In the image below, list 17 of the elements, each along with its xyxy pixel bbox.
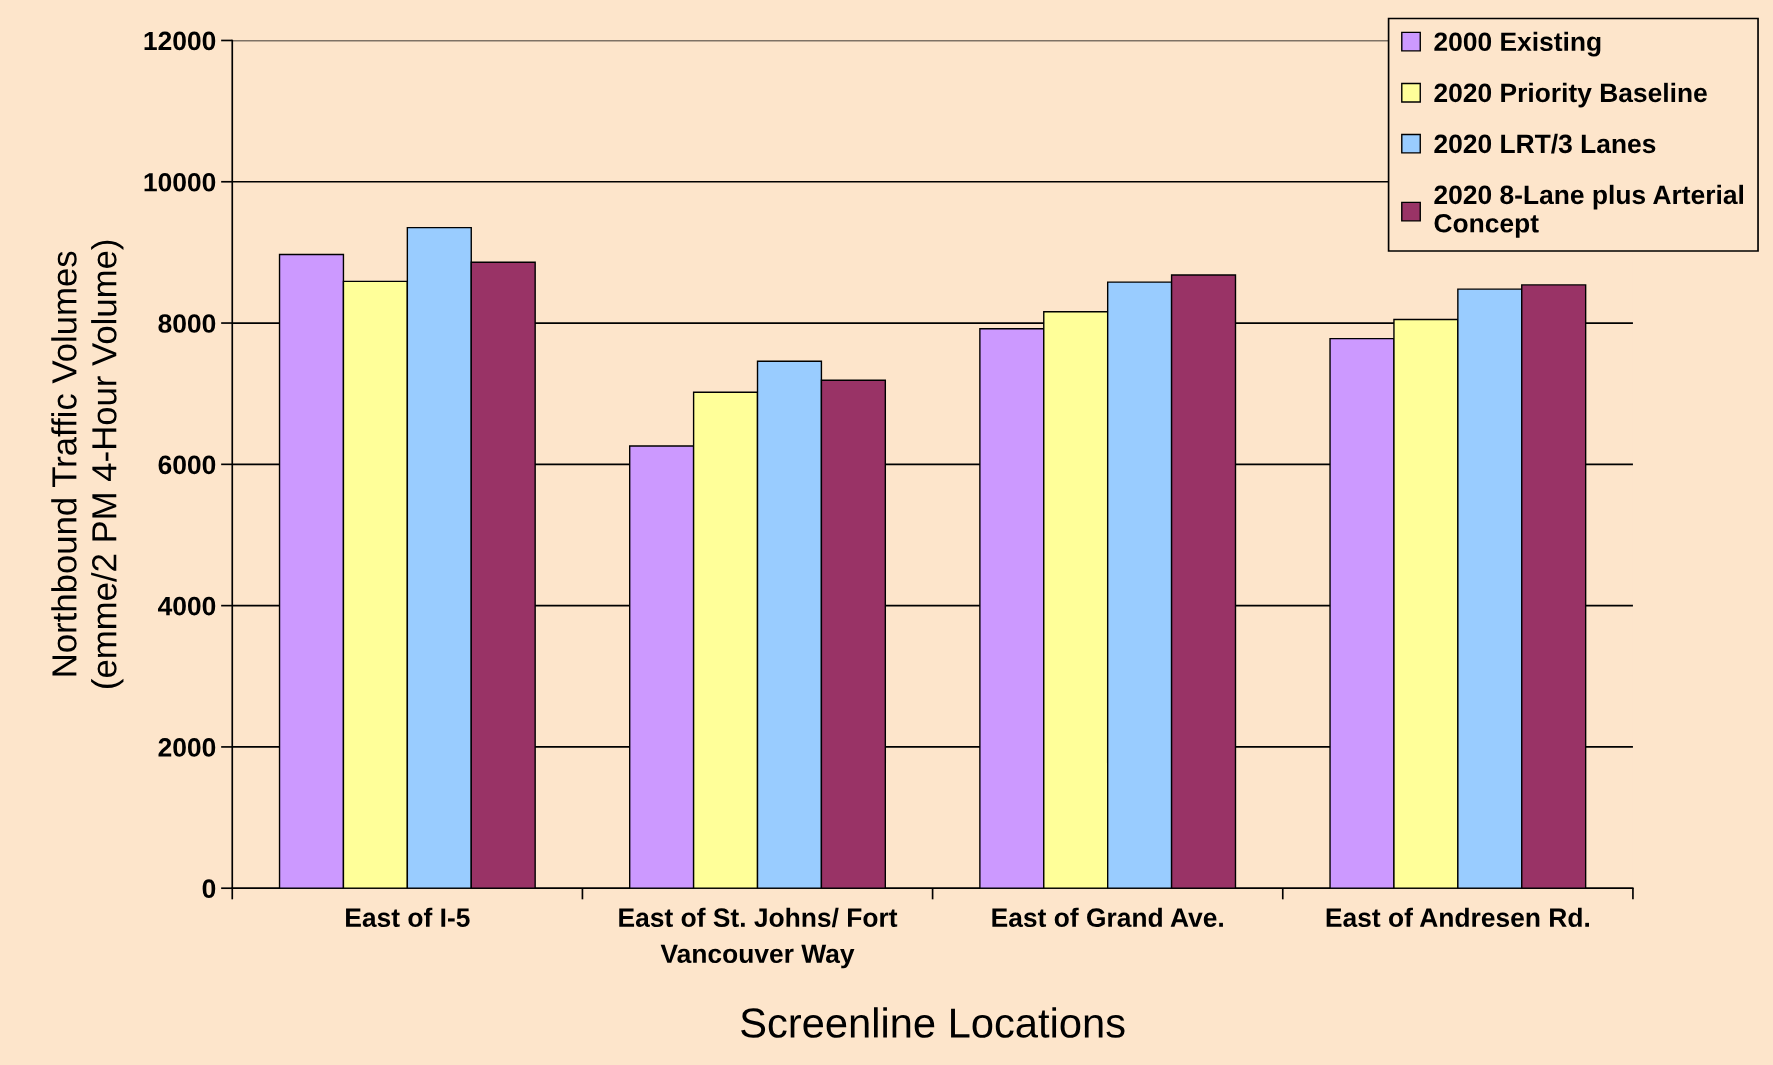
legend-label: 2020 8-Lane plus Arterial Concept [1434,184,1743,238]
legend-label: 2020 LRT/3 Lanes [1434,133,1656,154]
x-axis-title: Screenline Locations [741,1007,1125,1038]
y-tick-label: 0 [202,879,216,899]
y-tick-label: 10000 [144,172,216,192]
x-tick-label: East of Andresen Rd. [1326,907,1589,928]
x-tick-label: East of Grand Ave. [992,907,1223,928]
legend-label: 2020 Priority Baseline [1434,82,1707,108]
y-tick-label: 2000 [158,738,216,757]
y-tick-label: 4000 [157,596,216,616]
y-tick-label: 8000 [158,314,216,333]
x-tick-label: East of St. Johns/ Fort Vancouver Way [619,907,898,969]
y-axis-title: Northbound Traffic Volumes (emme/2 PM 4-Hour Volume) [51,240,124,688]
y-tick-label: 12000 [144,31,216,51]
y-tick-label: 6000 [158,455,216,475]
x-tick-label: East of I-5 [346,907,470,928]
legend-label: 2000 Existing [1434,31,1601,57]
